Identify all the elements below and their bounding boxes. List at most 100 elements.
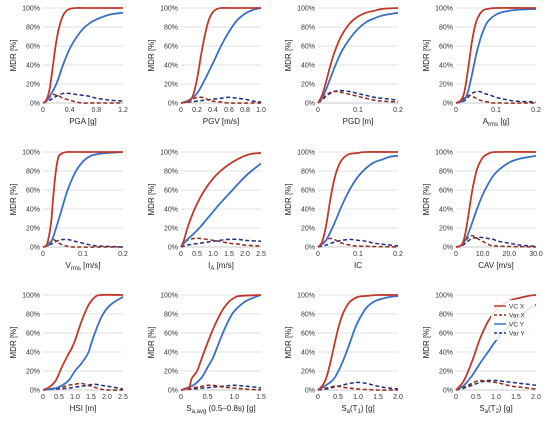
y-tick-label: 20%	[164, 82, 178, 89]
series-line-var-x	[42, 382, 124, 391]
series-line-vc-x	[455, 7, 537, 104]
x-tick-label: 0.8	[240, 107, 250, 114]
series-line-vc-y	[455, 8, 537, 104]
x-tick-label: 0.5	[54, 394, 64, 401]
series-line-vc-x	[317, 7, 399, 104]
legend: VC X Var X VC Y Var Y	[491, 300, 535, 340]
y-tick-label: 0%	[168, 245, 178, 252]
series-line-var-x	[317, 90, 399, 104]
y-tick-label: 0%	[305, 245, 315, 252]
y-tick-label: 40%	[301, 350, 315, 357]
x-tick-label: 0.1	[78, 251, 88, 258]
x-tick-label: 0	[454, 394, 458, 401]
x-tick-label: 0.2	[118, 251, 128, 258]
x-tick-label: 0	[454, 251, 458, 258]
y-tick-label: 60%	[26, 188, 40, 195]
series-line-var-y	[317, 238, 399, 248]
series-line-var-x	[42, 238, 124, 248]
y-tick-label: 0%	[443, 388, 453, 395]
series-line-vc-y	[42, 151, 124, 248]
y-tick-label: 60%	[439, 331, 453, 338]
series-line-vc-x	[180, 294, 262, 391]
y-tick-label: 0%	[30, 388, 40, 395]
series-line-vc-y	[317, 11, 399, 104]
series-line-var-y	[455, 236, 537, 248]
x-tick-label: 0.1	[353, 251, 363, 258]
x-tick-label: 0.1	[353, 107, 363, 114]
y-axis-title: MDR [%]	[284, 327, 293, 359]
x-tick-label: 2.0	[240, 251, 250, 258]
x-tick-label: 1.2	[118, 107, 128, 114]
x-tick-label: 0.2	[192, 107, 202, 114]
x-axis-title: Sa​(T1​) [g]	[341, 404, 374, 415]
legend-label: Var X	[509, 312, 525, 319]
series-line-var-y	[42, 238, 124, 248]
y-tick-label: 40%	[164, 350, 178, 357]
series-line-var-y	[180, 96, 262, 104]
x-tick-label: 0.2	[531, 107, 541, 114]
series-line-vc-x	[42, 151, 123, 248]
x-tick-label: 0.2	[393, 251, 403, 258]
series-line-var-y	[180, 384, 262, 391]
x-axis-title: Sa​(T2​) [g]	[479, 404, 512, 415]
series-line-vc-y	[180, 162, 262, 248]
series-line-var-y	[180, 238, 262, 248]
chart-panel-1: 0% 20% 40% 60% 80% 100% 0 0.4 0.8 1.2 PGA [g] MDR […	[9, 6, 128, 127]
x-axis-title: PGV [m/s]	[203, 117, 239, 126]
x-tick-label: 1.0	[491, 394, 501, 401]
y-tick-label: 100%	[297, 150, 315, 157]
y-tick-label: 40%	[439, 63, 453, 70]
series-line-vc-x	[455, 150, 537, 248]
x-axis-title: IC	[354, 261, 362, 270]
series-line-vc-x	[180, 152, 262, 248]
y-tick-label: 20%	[26, 82, 40, 89]
series-line-var-y	[317, 381, 399, 391]
series-line-var-y	[42, 92, 124, 104]
y-axis-title: MDR [%]	[147, 327, 156, 359]
series-line-vc-x	[42, 293, 124, 391]
y-tick-label: 100%	[22, 6, 40, 13]
y-tick-label: 60%	[164, 331, 178, 338]
x-tick-label: 0.2	[393, 107, 403, 114]
y-tick-label: 60%	[164, 44, 178, 51]
x-tick-label: 1.5	[224, 251, 234, 258]
series-line-vc-y	[42, 296, 124, 391]
y-axis-title: MDR [%]	[422, 40, 431, 72]
y-tick-label: 60%	[26, 44, 40, 51]
y-tick-label: 0%	[305, 101, 315, 108]
y-tick-label: 20%	[301, 82, 315, 89]
series-line-vc-y	[180, 7, 262, 104]
y-tick-label: 80%	[164, 169, 178, 176]
x-tick-label: 0	[179, 251, 183, 258]
chart-panel-8: 0% 20% 40% 60% 80% 100% 0 10.0 20.0 30.0 CAV [m/s]…	[422, 150, 543, 271]
chart-panel-4: 0% 20% 40% 60% 80% 100% 0 0.1 0.2 Arms​ [g] MDR [%…	[422, 6, 541, 129]
series-line-var-x	[455, 379, 537, 391]
x-tick-label: 0	[41, 394, 45, 401]
y-axis-title: MDR [%]	[422, 184, 431, 216]
x-tick-label: 1.5	[256, 394, 266, 401]
x-axis-title: Sa,avg​ (0.5–0.8s) [g]	[186, 404, 255, 415]
chart-panel-7: 0% 20% 40% 60% 80% 100% 0 0.1 0.2 IC MDR [%]	[284, 150, 403, 271]
y-tick-label: 40%	[164, 207, 178, 214]
x-tick-label: 20.0	[503, 251, 517, 258]
y-tick-label: 80%	[26, 312, 40, 319]
y-tick-label: 20%	[301, 226, 315, 233]
y-tick-label: 60%	[301, 331, 315, 338]
y-tick-label: 20%	[164, 369, 178, 376]
legend-label: Var Y	[509, 330, 525, 337]
x-tick-label: 2.5	[118, 394, 128, 401]
y-tick-label: 60%	[301, 44, 315, 51]
y-tick-label: 40%	[439, 207, 453, 214]
y-tick-label: 40%	[26, 207, 40, 214]
y-tick-label: 100%	[160, 293, 178, 300]
y-tick-label: 40%	[439, 350, 453, 357]
x-tick-label: 1.0	[353, 394, 363, 401]
x-axis-title: HSI [m]	[70, 404, 97, 413]
chart-panel-9: 0% 20% 40% 60% 80% 100% 0 0.5 1.0 1.5 2.0 2.5 HSI [m…	[9, 293, 128, 414]
y-tick-label: 0%	[443, 101, 453, 108]
y-tick-label: 20%	[439, 226, 453, 233]
y-tick-label: 100%	[160, 6, 178, 13]
y-axis-title: MDR [%]	[9, 184, 18, 216]
series-line-vc-x	[317, 294, 399, 391]
